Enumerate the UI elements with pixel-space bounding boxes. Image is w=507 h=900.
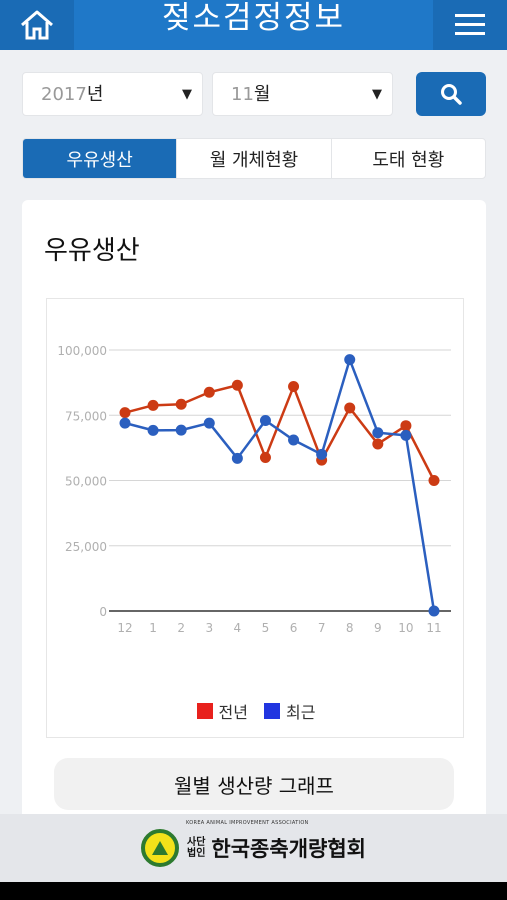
x-tick-label: 9 [374,621,382,635]
y-tick-label: 25,000 [65,540,107,554]
tab-monthly-status[interactable]: 월 개체현황 [176,139,330,178]
y-tick-label: 75,000 [65,409,107,423]
search-button[interactable] [416,72,486,116]
year-select[interactable]: 2017년 ▼ [22,72,203,116]
legend-swatch-recent [264,703,280,719]
data-point-prev-year [372,438,384,450]
menu-icon [455,14,485,35]
home-button[interactable] [0,0,74,50]
x-tick-label: 3 [205,621,213,635]
month-value: 11 [231,84,254,105]
legend-label-prev-year: 전년 [218,703,248,722]
footer-legal-label: 사단 법인 [187,837,205,859]
system-bar [0,882,507,900]
y-tick-label: 50,000 [65,475,107,489]
month-select[interactable]: 11월 ▼ [212,72,393,116]
footer-eng-name: KOREA ANIMAL IMPROVEMENT ASSOCIATION [186,820,309,826]
data-point-recent [344,354,356,366]
data-point-recent [203,417,215,429]
data-point-recent [372,427,384,439]
data-point-prev-year [231,379,243,391]
x-tick-label: 5 [262,621,270,635]
year-value: 2017 [41,84,87,105]
x-tick-label: 2 [177,621,185,635]
x-tick-label: 12 [117,621,132,635]
x-tick-label: 10 [398,621,413,635]
legend-swatch-prev-year [196,703,213,719]
year-unit: 년 [86,84,104,105]
home-icon [21,10,53,40]
chevron-down-icon: ▼ [182,87,192,102]
page-title: 젖소검정정보 [161,0,346,36]
data-point-prev-year [428,475,440,486]
tab-bar: 우유생산 월 개체현황 도태 현황 [22,138,486,179]
data-point-prev-year [203,386,215,398]
footer-org-name: 한국종축개량협회 [211,837,366,861]
chevron-down-icon: ▼ [372,87,382,102]
card-title: 우유생산 [44,236,140,266]
data-point-prev-year [400,420,412,432]
data-point-recent [259,414,271,426]
month-unit: 월 [253,84,271,105]
milk-production-card: 우유생산 100,000 75,000 50,000 25,000 0 12 1 2 3 4 5 6 7… [22,200,486,840]
data-point-prev-year [259,452,271,464]
data-point-recent [428,605,440,617]
x-tick-label: 11 [426,621,441,635]
data-point-prev-year [147,399,159,411]
data-point-recent [400,429,412,441]
footer: 사단 법인 한국종축개량협회 KOREA ANIMAL IMPROVEMENT … [0,814,507,882]
x-tick-label: 1 [149,621,157,635]
monthly-graph-button[interactable]: 월별 생산량 그래프 [54,758,454,810]
footer-small-bottom: 법인 [187,848,206,859]
data-point-recent [231,452,243,464]
tab-milk-production[interactable]: 우유생산 [23,139,177,178]
data-point-recent [147,424,159,436]
footer-small-top: 사단 [187,837,206,848]
association-logo-icon [141,829,180,867]
tab-culling-status[interactable]: 도태 현황 [330,139,485,178]
chart-legend: 전년 최근 [47,699,465,723]
data-point-recent [175,424,187,436]
data-point-recent [316,448,328,460]
y-tick-label: 0 [99,605,107,619]
app-header: 젖소검정정보 [0,0,507,50]
legend-label-recent: 최근 [286,703,316,722]
menu-button[interactable] [433,0,507,50]
data-point-recent [288,434,300,446]
legend-item-prev-year: 전년 [196,699,248,723]
search-icon [441,84,462,105]
milk-production-chart: 100,000 75,000 50,000 25,000 0 12 1 2 3 4 5 6 7 8 9 10 1… [46,298,464,738]
x-tick-label: 4 [234,621,242,635]
data-point-prev-year [119,407,131,419]
series-line-recent [124,358,436,612]
x-tick-label: 8 [346,621,354,635]
data-point-recent [119,417,131,429]
x-tick-label: 6 [290,621,298,635]
data-point-prev-year [288,381,300,393]
legend-item-recent: 최근 [264,699,315,723]
x-tick-label: 7 [318,621,326,635]
data-point-prev-year [175,398,187,410]
data-point-prev-year [344,402,356,414]
y-tick-label: 100,000 [57,344,107,358]
